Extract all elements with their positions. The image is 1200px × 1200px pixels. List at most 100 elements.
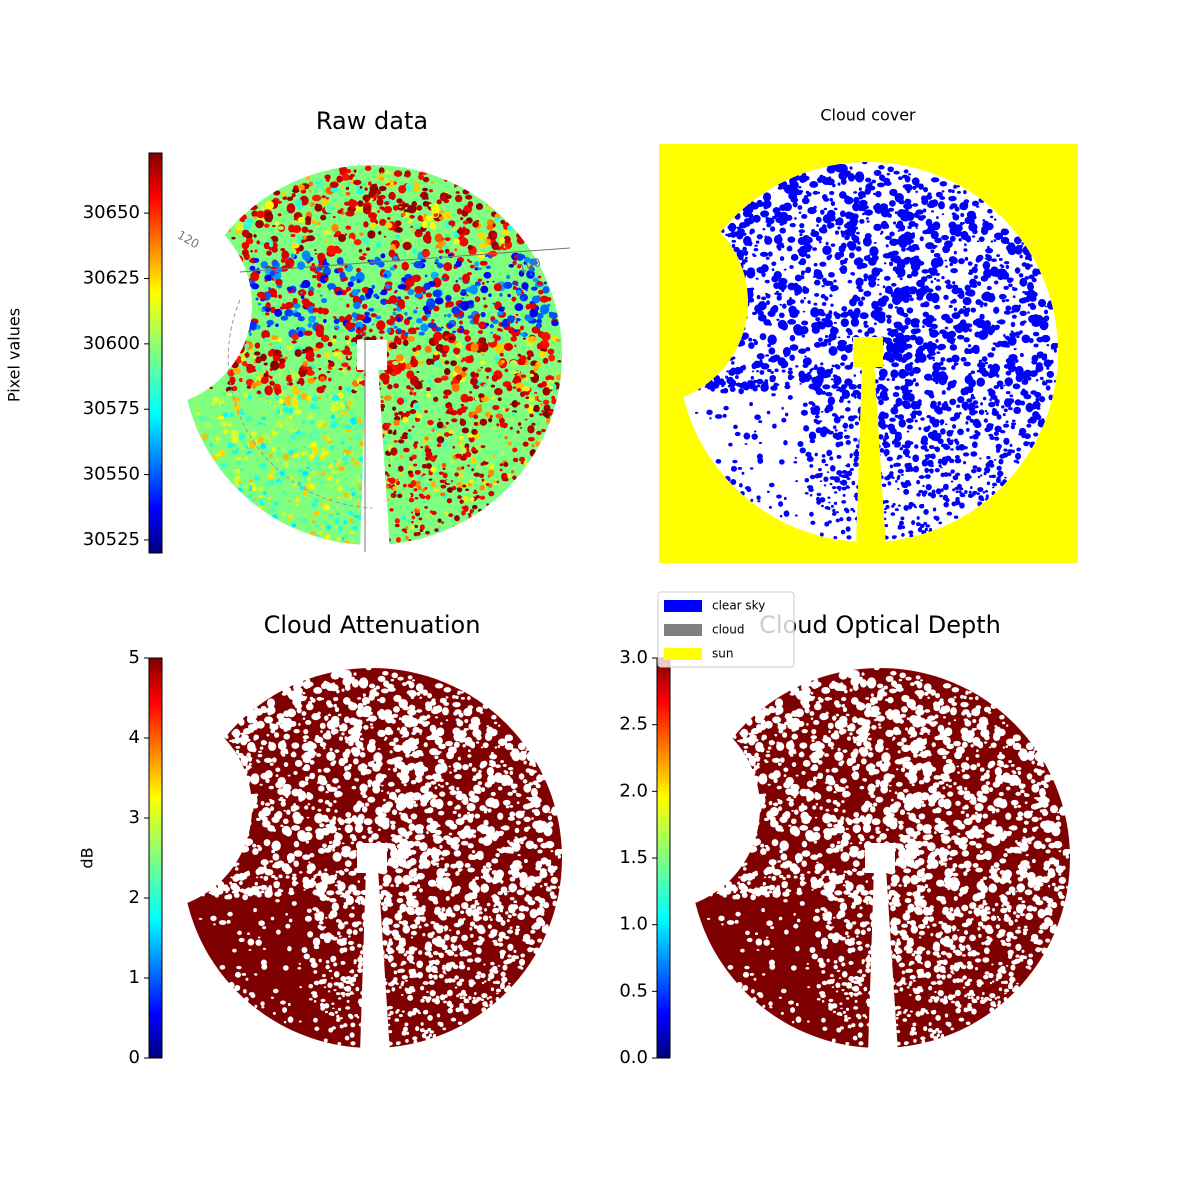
- texture: [923, 186, 929, 193]
- texture: [880, 423, 887, 430]
- texture: [265, 312, 270, 316]
- texture: [730, 334, 737, 339]
- texture: [542, 286, 550, 294]
- texture: [313, 510, 320, 517]
- texture: [818, 240, 822, 244]
- texture: [837, 226, 841, 230]
- texture: [497, 397, 502, 402]
- texture: [757, 360, 764, 367]
- texture: [953, 307, 958, 312]
- texture: [440, 484, 447, 489]
- texture: [283, 464, 287, 469]
- texture: [352, 460, 360, 467]
- texture: [978, 495, 984, 501]
- texture: [291, 452, 294, 456]
- texture: [921, 530, 927, 535]
- texture: [891, 282, 897, 287]
- texture: [325, 437, 332, 441]
- texture: [778, 501, 784, 507]
- texture: [499, 421, 506, 428]
- texture: [830, 303, 834, 307]
- texture: [551, 395, 556, 401]
- texture: [1013, 348, 1017, 351]
- texture: [270, 507, 276, 513]
- texture: [425, 494, 431, 500]
- texture: [467, 300, 475, 305]
- texture: [246, 385, 251, 389]
- texture: [283, 356, 288, 360]
- texture: [379, 194, 386, 200]
- texture: [436, 199, 442, 205]
- texture: [214, 276, 222, 284]
- texture: [706, 276, 716, 287]
- texture: [439, 479, 446, 484]
- texture: [461, 466, 465, 470]
- texture: [878, 434, 884, 440]
- texture: [511, 296, 517, 302]
- texture: [735, 382, 742, 387]
- texture: [305, 235, 316, 242]
- texture: [730, 361, 735, 365]
- texture: [290, 196, 294, 200]
- texture: [326, 475, 333, 481]
- texture: [215, 452, 220, 457]
- texture: [702, 355, 706, 359]
- texture: [905, 505, 909, 509]
- texture: [484, 457, 490, 463]
- texture: [413, 352, 421, 357]
- texture: [783, 496, 787, 501]
- texture: [842, 323, 847, 328]
- texture: [420, 446, 424, 449]
- texture: [737, 228, 745, 234]
- texture: [386, 328, 391, 333]
- texture: [793, 309, 800, 315]
- texture: [399, 472, 404, 475]
- texture: [755, 240, 760, 244]
- texture: [490, 425, 498, 431]
- texture: [284, 395, 293, 406]
- texture: [493, 283, 502, 292]
- texture: [944, 498, 947, 501]
- texture: [258, 373, 264, 377]
- texture: [725, 375, 729, 379]
- texture: [749, 467, 754, 470]
- texture: [348, 407, 356, 416]
- texture: [307, 322, 313, 328]
- texture: [751, 202, 759, 210]
- texture: [761, 296, 767, 301]
- texture: [730, 312, 739, 321]
- texture: [891, 350, 900, 359]
- texture: [404, 295, 410, 300]
- texture: [492, 454, 496, 458]
- texture: [880, 401, 884, 405]
- texture: [232, 445, 237, 450]
- texture: [922, 229, 929, 235]
- texture: [254, 496, 258, 500]
- texture: [1036, 407, 1041, 410]
- texture: [381, 208, 386, 211]
- texture: [982, 261, 991, 270]
- texture: [1011, 314, 1017, 319]
- texture: [413, 260, 423, 269]
- texture: [703, 375, 708, 380]
- texture: [839, 517, 844, 522]
- texture: [445, 294, 452, 302]
- texture: [846, 335, 851, 339]
- texture: [977, 501, 983, 507]
- texture: [834, 364, 839, 369]
- texture: [748, 342, 755, 349]
- texture: [771, 305, 779, 312]
- texture: [929, 267, 938, 276]
- texture: [461, 366, 467, 372]
- texture: [410, 479, 417, 487]
- texture: [230, 277, 234, 281]
- texture: [1042, 316, 1049, 322]
- texture: [294, 309, 298, 313]
- texture: [964, 489, 968, 494]
- texture: [783, 510, 790, 517]
- texture: [1001, 299, 1006, 303]
- texture: [756, 266, 766, 274]
- texture: [455, 191, 460, 194]
- texture: [983, 471, 987, 476]
- texture: [973, 275, 979, 280]
